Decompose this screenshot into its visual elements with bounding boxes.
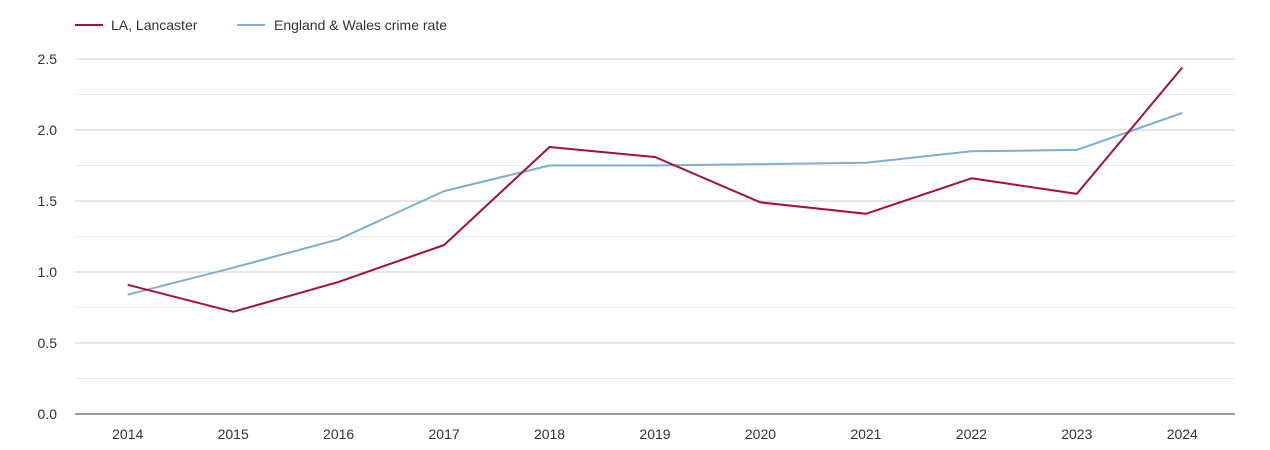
legend-label-lancaster: LA, Lancaster: [111, 17, 198, 33]
legend-label-england-wales: England & Wales crime rate: [274, 17, 447, 33]
legend-item-england-wales[interactable]: England & Wales crime rate: [237, 17, 447, 33]
x-tick-label: 2017: [429, 426, 460, 442]
y-tick-label: 1.0: [38, 264, 58, 280]
series-line-england-wales[interactable]: [127, 112, 1183, 296]
series-group: [127, 66, 1184, 313]
x-tick-label: 2020: [745, 426, 776, 442]
y-tick-label: 2.0: [38, 122, 58, 138]
x-tick-label: 2016: [323, 426, 354, 442]
x-tick-label: 2018: [534, 426, 565, 442]
x-tick-label: 2023: [1061, 426, 1092, 442]
legend: LA, Lancaster England & Wales crime rate: [75, 17, 447, 33]
y-tick-label: 2.5: [38, 51, 58, 67]
x-tick-label: 2021: [850, 426, 881, 442]
grid: [75, 58, 1235, 415]
y-tick-label: 1.5: [38, 193, 58, 209]
x-axis: 2014 2015 2016 2017 2018 2019 2020 2021 2022 2023…: [112, 426, 1198, 442]
x-tick-label: 2014: [112, 426, 143, 442]
x-tick-label: 2022: [956, 426, 987, 442]
x-tick-label: 2024: [1167, 426, 1198, 442]
y-tick-label: 0.0: [38, 406, 58, 422]
x-tick-label: 2015: [218, 426, 249, 442]
legend-item-lancaster[interactable]: LA, Lancaster: [75, 17, 198, 33]
x-tick-label: 2019: [639, 426, 670, 442]
y-axis: 0.0 0.5 1.0 1.5 2.0 2.5: [38, 51, 58, 422]
y-tick-label: 0.5: [38, 335, 58, 351]
series-line-lancaster[interactable]: [127, 66, 1184, 313]
